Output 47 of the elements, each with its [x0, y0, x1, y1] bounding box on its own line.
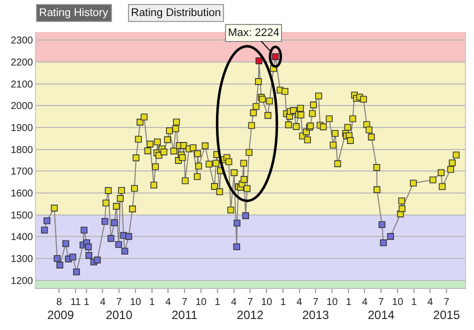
x-tick-label: 7: [182, 297, 188, 308]
x-tick-label: 4: [100, 297, 106, 308]
y-tick-label: 1400: [10, 232, 34, 244]
y-tick-label: 2000: [10, 101, 34, 112]
text: Rating Distribution: [131, 7, 221, 19]
y-tick-label: 2200: [10, 57, 34, 68]
x-tick-label: 7: [312, 297, 319, 308]
x2-tick-label: 2015: [433, 308, 460, 322]
x-tick-label: 10: [261, 297, 273, 308]
x2-tick-label: 2013: [302, 308, 330, 322]
x2-tick-label: 2010: [106, 308, 133, 322]
y-tick-label: 1600: [10, 188, 34, 200]
x2-tick-label: 2009: [47, 308, 74, 322]
x-tick-label: 11: [70, 297, 82, 308]
x-tick-label: 10: [392, 297, 404, 308]
x-tick-label: 4: [165, 297, 172, 308]
x-tick-label: 1: [84, 297, 90, 308]
text: Rating History: [39, 7, 109, 19]
y-tick-label: 2300: [10, 36, 34, 47]
x-tick-label: 10: [195, 297, 207, 308]
x-tick-label: 1: [411, 297, 418, 308]
y-tick-label: 2100: [10, 79, 34, 90]
x-tick-label: 10: [130, 297, 142, 308]
x-tick-label: 7: [444, 297, 450, 308]
y-tick-label: 1900: [10, 122, 34, 134]
x-tick-label: 1: [214, 297, 221, 308]
x-tick-label: 7: [116, 297, 122, 308]
x-tick-label: 10: [326, 297, 338, 308]
y-tick-label: 1300: [10, 254, 34, 266]
x-tick-label: 1: [149, 297, 156, 308]
x-tick-label: 8: [56, 297, 62, 308]
x-tick-label: 7: [378, 297, 384, 308]
x-tick-label: 4: [296, 297, 302, 308]
x-tick-label: 4: [362, 297, 368, 308]
x2-tick-label: 2011: [172, 308, 198, 322]
y-tick-label: 1200: [10, 276, 34, 287]
x-tick-label: 1: [280, 297, 286, 308]
annotation: Max: 2224: [228, 27, 280, 39]
x2-tick-label: 2014: [368, 308, 395, 322]
x-tick-label: 4: [427, 297, 434, 308]
y-tick-label: 1700: [10, 166, 34, 178]
x2-tick-label: 2012: [236, 308, 264, 322]
y-tick-label: 1800: [10, 144, 34, 156]
y-tick-label: 1500: [10, 210, 34, 222]
x-tick-label: 7: [247, 297, 254, 308]
x-tick-label: 1: [346, 297, 352, 308]
x-tick-label: 4: [231, 297, 238, 308]
